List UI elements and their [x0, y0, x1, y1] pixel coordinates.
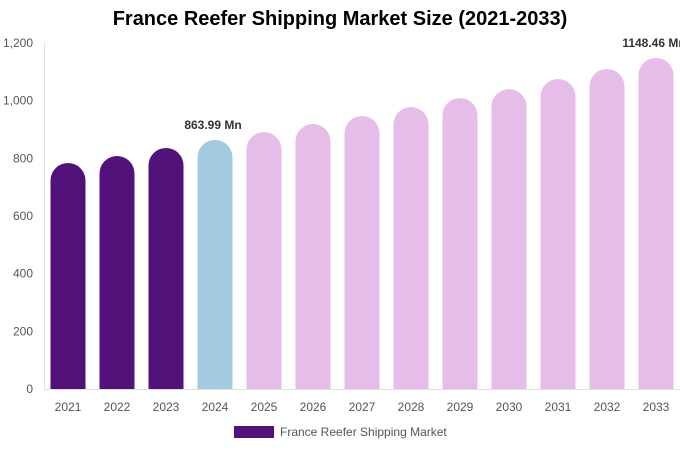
x-tick-label: 2021: [55, 400, 82, 414]
bar-2022: [99, 156, 135, 389]
x-tick-label: 2031: [545, 400, 572, 414]
data-label-2024: 863.99 Mn: [184, 118, 241, 132]
y-tick-label: 200: [13, 324, 33, 338]
y-tick-label: 0: [26, 382, 33, 396]
bar-2023: [148, 147, 184, 389]
legend[interactable]: France Reefer Shipping Market: [234, 425, 447, 439]
bar-2027: [344, 115, 380, 389]
bar-2026: [295, 124, 331, 389]
y-tick-label: 600: [13, 209, 33, 223]
x-tick-label: 2026: [300, 400, 327, 414]
bar-2030: [491, 89, 527, 389]
bar-2021: [50, 162, 86, 389]
x-tick-label: 2027: [349, 400, 376, 414]
x-tick-label: 2024: [202, 400, 229, 414]
chart-title: France Reefer Shipping Market Size (2021…: [112, 8, 568, 30]
x-tick-label: 2033: [643, 400, 670, 414]
bar-2029: [442, 98, 478, 390]
x-tick-label: 2030: [496, 400, 523, 414]
legend-swatch: [234, 426, 274, 438]
x-tick-label: 2023: [153, 400, 180, 414]
x-tick-label: 2032: [594, 400, 621, 414]
data-label-2033: 1148.46 Mn: [622, 36, 680, 50]
bar-2028: [393, 107, 429, 389]
y-tick-label: 1,200: [3, 36, 33, 50]
bar-2033: [638, 57, 674, 389]
x-tick-label: 2022: [104, 400, 131, 414]
bar-2025: [246, 132, 282, 389]
bar-2024: [197, 139, 233, 389]
x-tick-label: 2025: [251, 400, 278, 414]
y-tick-label: 400: [13, 267, 33, 281]
x-tick-label: 2028: [398, 400, 425, 414]
bar-2032: [589, 68, 625, 389]
y-tick-label: 1,000: [3, 94, 33, 108]
legend-label: France Reefer Shipping Market: [280, 425, 447, 439]
bar-2031: [540, 79, 576, 390]
y-tick-label: 800: [13, 151, 33, 165]
x-tick-label: 2029: [447, 400, 474, 414]
